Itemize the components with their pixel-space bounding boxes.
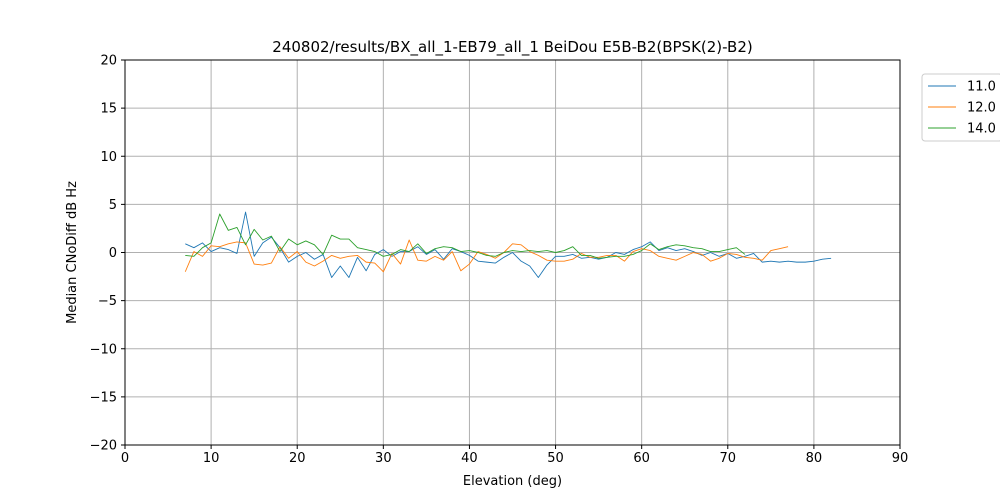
chart-title: 240802/results/BX_all_1-EB79_all_1 BeiDo… [272, 38, 752, 57]
y-tick-label: −15 [90, 390, 117, 405]
x-tick-label: 40 [461, 451, 478, 466]
x-tick-label: 60 [633, 451, 650, 466]
legend-label: 11.0 [967, 80, 996, 95]
legend-label: 14.0 [967, 122, 996, 137]
x-tick-label: 10 [203, 451, 220, 466]
x-tick-label: 70 [720, 451, 737, 466]
x-tick-label: 0 [121, 451, 129, 466]
x-tick-label: 90 [892, 451, 909, 466]
series-line-11-0 [185, 211, 832, 278]
y-tick-label: 15 [100, 102, 117, 117]
y-tick-label: −20 [90, 439, 117, 454]
y-tick-label: 5 [109, 198, 117, 213]
series-layer [184, 211, 832, 278]
x-tick-label: 80 [806, 451, 823, 466]
y-tick-label: 10 [100, 150, 117, 165]
y-tick-label: −5 [98, 294, 117, 309]
legend-box [921, 73, 1000, 142]
series-line-14-0 [185, 213, 746, 259]
y-tick-label: 20 [100, 54, 117, 69]
series-line-12-0 [184, 239, 789, 273]
x-tick-label: 50 [547, 451, 564, 466]
x-tick-label: 20 [289, 451, 306, 466]
y-tick-label: 0 [109, 246, 117, 261]
x-axis-label: Elevation (deg) [463, 474, 562, 489]
x-tick-label: 30 [375, 451, 392, 466]
y-axis-label: Median CNoDiff dB Hz [65, 181, 80, 324]
y-tick-label: −10 [90, 342, 117, 357]
tick-layer: 0 10 20 30 40 50 60 70 80 90 −20 −15 −10 −5 0 5 10 15 20 [90, 54, 909, 467]
legend: 11.0 12.0 14.0 [921, 73, 1000, 142]
legend-label: 12.0 [967, 101, 996, 116]
